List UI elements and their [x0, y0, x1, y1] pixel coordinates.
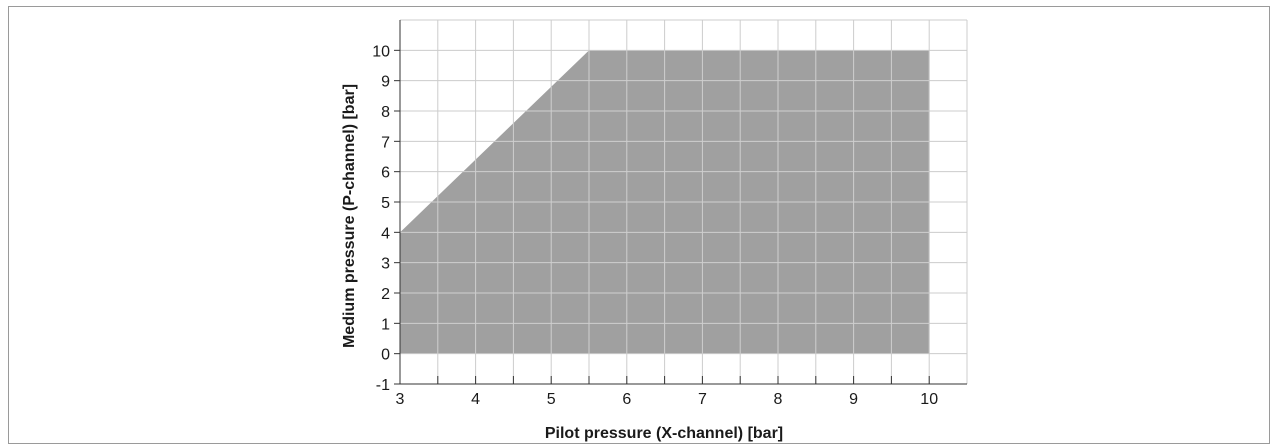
- y-tick-labels: -1 0 1 2 3 4 5 6 7 8 9 10: [372, 43, 390, 394]
- y-tick-label: 8: [381, 104, 390, 121]
- x-tick-label: 6: [622, 391, 631, 408]
- y-tick-label: 2: [381, 286, 390, 303]
- x-tick-label: 8: [774, 391, 783, 408]
- x-tick-label: 10: [920, 391, 938, 408]
- x-tick-label: 4: [471, 391, 480, 408]
- x-axis-title: Pilot pressure (X-channel) [bar]: [545, 425, 783, 442]
- y-tick-label: 7: [381, 134, 390, 151]
- y-axis-title: Medium pressure (P-channel) [bar]: [341, 84, 358, 348]
- x-tick-label: 5: [547, 391, 556, 408]
- y-tick-label: 10: [372, 43, 390, 60]
- y-tick-label: 3: [381, 256, 390, 273]
- y-tick-label: 6: [381, 165, 390, 182]
- y-tick-label: 1: [381, 316, 390, 333]
- y-tick-label: 0: [381, 347, 390, 364]
- y-tick-label: 9: [381, 74, 390, 91]
- x-tick-label: 3: [396, 391, 405, 408]
- y-tick-label: 5: [381, 195, 390, 212]
- x-tick-label: 7: [698, 391, 707, 408]
- operating-region-group: [400, 50, 930, 354]
- x-tick-label: 9: [849, 391, 858, 408]
- y-tick-label: -1: [376, 377, 390, 394]
- x-tick-labels: 3 4 5 6 7 8 9 10: [396, 391, 939, 408]
- axes: [394, 20, 967, 385]
- y-tick-label: 4: [381, 225, 390, 242]
